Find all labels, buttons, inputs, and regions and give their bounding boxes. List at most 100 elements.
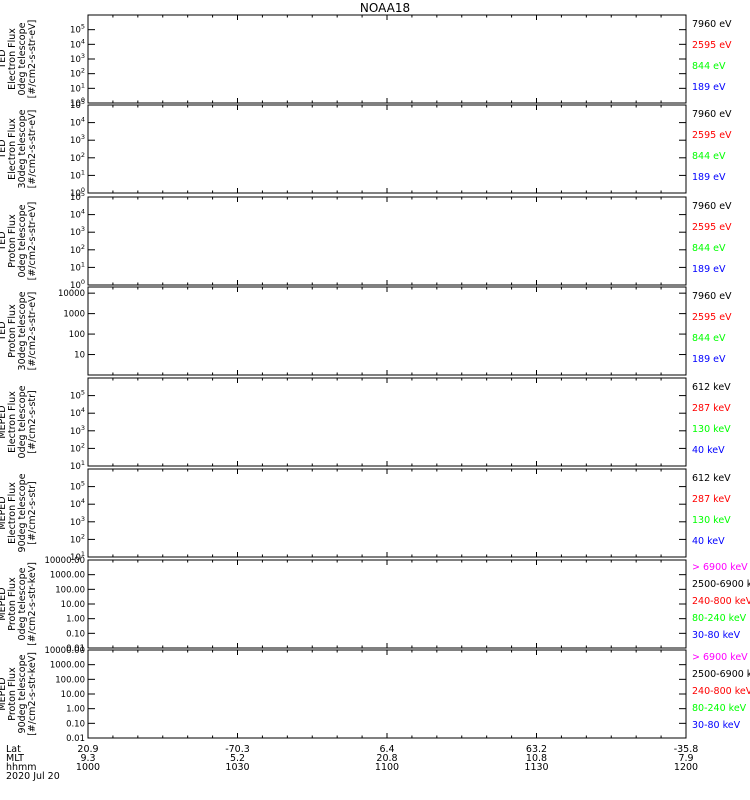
x-tick-value: -70.3: [225, 744, 250, 755]
axis-row-label: hhmm: [6, 762, 37, 773]
legend-entry: > 6900 keV: [692, 652, 748, 663]
legend-entry: 2595 eV: [692, 222, 732, 233]
legend-entry: 30-80 keV: [692, 630, 741, 641]
y-tick-label: 0.01: [66, 644, 85, 654]
y-tick-label: 100: [70, 96, 85, 109]
y-tick-label: 102: [70, 532, 85, 545]
y-tick-label: 102: [70, 67, 85, 80]
panel-meped-electron-0deg: 101 102 103 104 105 MEPEDElectron Flux0deg te…: [0, 377, 731, 472]
y-tick-label: 105: [70, 190, 85, 203]
y-tick-label: 101: [70, 81, 85, 94]
legend-entry: 844 eV: [692, 243, 726, 254]
y-tick-label: 103: [70, 52, 85, 65]
legend-entry: 7960 eV: [692, 291, 732, 302]
x-tick-value: 63.2: [526, 744, 547, 755]
panel-meped-proton-0deg: 0.01 0.10 1.00 10.00 100.00 1000.00 10000.00 ME…: [0, 556, 750, 654]
y-tick-label: 10: [74, 351, 85, 361]
legend-entry: 80-240 keV: [692, 613, 747, 624]
legend-entry: 240-800 keV: [692, 596, 750, 607]
y-tick-label: 101: [70, 550, 85, 563]
y-axis-label: MEPEDProton Flux90deg telescope[#/cm2-s-…: [0, 652, 38, 736]
legend-entry: 2595 eV: [692, 130, 732, 141]
y-tick-label: 10000.00: [44, 556, 85, 566]
legend-entry: 844 eV: [692, 151, 726, 162]
x-tick-value: 1030: [225, 762, 249, 773]
panel-frame: [87, 14, 687, 104]
date-label: 2020 Jul 20: [6, 771, 60, 782]
legend-entry: 130 keV: [692, 515, 731, 526]
y-tick-label: 102: [70, 243, 85, 256]
legend-entry: 287 keV: [692, 403, 731, 414]
y-tick-label: 104: [70, 37, 85, 50]
y-axis-label: TEDElectron Flux30deg telescope[#/cm2-s-…: [0, 109, 38, 188]
y-tick-label: 1.00: [66, 615, 85, 625]
panel-frame: [87, 649, 687, 739]
legend-entry: > 6900 keV: [692, 562, 748, 573]
y-tick-label: 1000: [63, 310, 85, 320]
y-axis-label: MEPEDElectron Flux90deg telescope[#/cm2-…: [0, 473, 38, 552]
y-tick-label: 103: [70, 133, 85, 146]
x-tick-value: 5.2: [230, 753, 245, 764]
y-tick-label: 101: [70, 168, 85, 181]
legend-entry: 80-240 keV: [692, 703, 747, 714]
legend-entry: 7960 eV: [692, 201, 732, 212]
legend-entry: 844 eV: [692, 61, 726, 72]
y-tick-label: 104: [70, 497, 85, 510]
axis-row-label: MLT: [6, 753, 24, 764]
y-tick-label: 1000.00: [50, 571, 85, 581]
legend-entry: 287 keV: [692, 494, 731, 505]
y-tick-label: 10.00: [61, 690, 85, 700]
legend-entry: 189 eV: [692, 264, 726, 275]
panel-frame: [87, 559, 687, 649]
y-axis-label: MEPEDProton Flux0deg telescope[#/cm2-s-s…: [0, 562, 38, 646]
legend-entry: 2595 eV: [692, 40, 732, 51]
legend-entry: 612 keV: [692, 473, 731, 484]
x-tick-value: 1200: [674, 762, 698, 773]
legend-entry: 189 eV: [692, 354, 726, 365]
y-tick-label: 0.10: [66, 629, 85, 639]
y-tick-label: 103: [70, 515, 85, 528]
figure-title: NOAA18: [360, 1, 410, 15]
y-tick-label: 100: [70, 278, 85, 291]
y-tick-label: 105: [70, 389, 85, 402]
legend-entry: 844 eV: [692, 333, 726, 344]
y-tick-label: 103: [70, 424, 85, 437]
y-tick-label: 1000.00: [50, 661, 85, 671]
x-tick-value: -35.8: [674, 744, 699, 755]
y-tick-label: 104: [70, 116, 85, 129]
x-tick-value: 6.4: [379, 744, 394, 755]
x-tick-value: 1130: [524, 762, 548, 773]
y-axis-label: TEDElectron Flux0deg telescope[#/cm2-s-s…: [0, 20, 38, 99]
legend-entry: 189 eV: [692, 82, 726, 93]
panel-meped-proton-90deg: 0.01 0.10 1.00 10.00 100.00 1000.00 10000.00 ME…: [0, 646, 750, 744]
y-tick-label: 105: [70, 23, 85, 36]
legend-entry: 189 eV: [692, 172, 726, 183]
legend-entry: 40 keV: [692, 445, 725, 456]
y-tick-label: 100.00: [55, 675, 85, 685]
legend-entry: 612 keV: [692, 382, 731, 393]
x-tick-value: 10.8: [526, 753, 547, 764]
panel-frame: [87, 104, 687, 194]
legend-entry: 7960 eV: [692, 19, 732, 30]
y-tick-label: 105: [70, 480, 85, 493]
legend-entry: 2500-6900 keV: [692, 579, 750, 590]
legend-entry: 130 keV: [692, 424, 731, 435]
y-tick-label: 102: [70, 441, 85, 454]
y-tick-label: 100.00: [55, 585, 85, 595]
panel-ted-proton-30deg: 10 100 1000 10000 TEDProton Flux30deg telesc…: [0, 286, 732, 376]
y-axis-label: TEDProton Flux30deg telescope[#/cm2-s-st…: [0, 291, 38, 370]
y-tick-label: 104: [70, 406, 85, 419]
y-tick-label: 101: [70, 260, 85, 273]
panel-frame: [87, 377, 687, 467]
legend-entry: 2500-6900 keV: [692, 669, 750, 680]
y-tick-label: 101: [70, 459, 85, 472]
panel-ted-proton-0deg: 100 101 102 103 104 105 TEDProton Flux0deg tel…: [0, 190, 732, 291]
y-tick-label: 100: [70, 186, 85, 199]
legend-entry: 40 keV: [692, 536, 725, 547]
y-tick-label: 10.00: [61, 600, 85, 610]
y-axis-label: MEPEDElectron Flux0deg telescope[#/cm2-s…: [0, 385, 38, 458]
legend-entry: 240-800 keV: [692, 686, 750, 697]
